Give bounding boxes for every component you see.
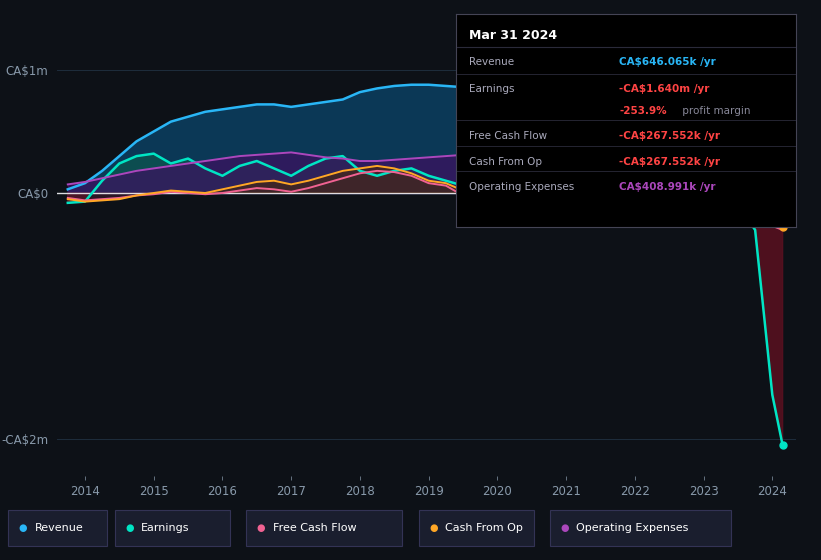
Text: Cash From Op: Cash From Op <box>470 157 543 166</box>
Text: profit margin: profit margin <box>679 105 750 115</box>
Text: -253.9%: -253.9% <box>619 105 667 115</box>
Text: ●: ● <box>126 522 134 533</box>
Text: CA$646.065k /yr: CA$646.065k /yr <box>619 57 716 67</box>
Text: CA$408.991k /yr: CA$408.991k /yr <box>619 182 716 192</box>
Text: ●: ● <box>429 522 438 533</box>
Text: Operating Expenses: Operating Expenses <box>576 522 689 533</box>
Text: -CA$267.552k /yr: -CA$267.552k /yr <box>619 131 720 141</box>
Text: -CA$1.640m /yr: -CA$1.640m /yr <box>619 84 709 94</box>
Text: Earnings: Earnings <box>141 522 190 533</box>
Text: Cash From Op: Cash From Op <box>445 522 523 533</box>
Text: ●: ● <box>257 522 265 533</box>
Text: Earnings: Earnings <box>470 84 515 94</box>
Text: -CA$267.552k /yr: -CA$267.552k /yr <box>619 157 720 166</box>
Text: Operating Expenses: Operating Expenses <box>470 182 575 192</box>
Text: Revenue: Revenue <box>470 57 515 67</box>
Text: Mar 31 2024: Mar 31 2024 <box>470 29 557 42</box>
Text: Free Cash Flow: Free Cash Flow <box>273 522 356 533</box>
Text: ●: ● <box>19 522 27 533</box>
Text: ●: ● <box>561 522 569 533</box>
Text: Revenue: Revenue <box>34 522 83 533</box>
Text: Free Cash Flow: Free Cash Flow <box>470 131 548 141</box>
